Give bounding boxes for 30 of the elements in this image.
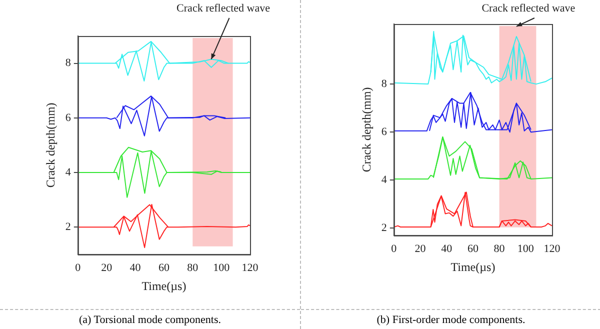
x-tick-label: 40 <box>441 242 453 255</box>
x-tick-label: 60 <box>158 262 170 274</box>
x-axis-title: Time(µs) <box>142 278 186 293</box>
x-tick-label: 80 <box>187 262 199 274</box>
x-tick-label: 0 <box>75 262 82 274</box>
x-tick-label: 60 <box>467 242 479 255</box>
y-tick-label: 6 <box>381 126 388 138</box>
x-tick-label: 120 <box>544 242 561 255</box>
y-tick-label: 6 <box>65 112 72 124</box>
y-tick-label: 4 <box>381 174 388 186</box>
x-tick-label: 100 <box>213 262 230 274</box>
text: (b) First-order mode components. <box>301 309 600 329</box>
x-tick-label: 100 <box>517 242 534 255</box>
y-axis-title: Crack depth(mm) <box>359 87 374 172</box>
x-tick-label: 120 <box>242 262 259 274</box>
x-tick-label: 40 <box>130 262 142 274</box>
y-tick-label: 2 <box>381 222 387 234</box>
x-axis-title: Time(µs) <box>450 260 496 274</box>
x-tick-label: 0 <box>391 242 398 255</box>
y-tick-label: 2 <box>65 220 71 233</box>
x-tick-label: 80 <box>494 242 506 255</box>
x-tick-label: 20 <box>414 242 426 255</box>
x-tick-label: 20 <box>101 262 113 274</box>
annotation: Crack reflected wave <box>482 2 576 14</box>
annotation: Crack reflected wave <box>176 2 270 14</box>
y-tick-label: 8 <box>381 78 388 90</box>
text: (a) Torsional mode components. <box>0 309 300 329</box>
y-tick-label: 4 <box>65 166 72 178</box>
y-axis-title: Crack depth(mm) <box>43 102 58 188</box>
y-tick-label: 8 <box>65 57 72 70</box>
